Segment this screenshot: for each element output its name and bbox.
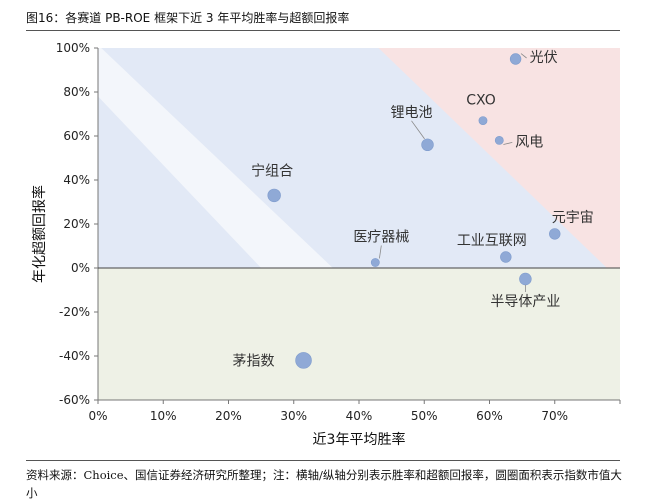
- region-upper-right: [378, 48, 620, 268]
- source-divider: [26, 460, 620, 461]
- x-tick-label: 0%: [88, 409, 107, 423]
- data-label: 光伏: [530, 50, 558, 66]
- x-tick-label: 40%: [346, 409, 373, 423]
- data-label: 元宇宙: [552, 210, 594, 226]
- data-point: [421, 138, 434, 152]
- leader-line: [411, 120, 425, 140]
- data-point: [370, 258, 380, 267]
- data-label: 锂电池: [391, 105, 433, 121]
- data-point: [519, 272, 532, 286]
- x-tick-label: 50%: [411, 409, 438, 423]
- data-point: [509, 53, 522, 65]
- data-point: [295, 352, 312, 369]
- y-tick-label: 40%: [63, 173, 90, 187]
- x-tick-label: 60%: [476, 409, 503, 423]
- region-upper-left-light: [98, 48, 333, 268]
- y-tick-label: 80%: [63, 85, 90, 99]
- data-label: 医疗器械: [353, 230, 409, 246]
- scatter-chart: 0% 10% 20% 30% 40% 50% 60% 70% 100% 80% 60% 40% 20% 0…: [31, 41, 621, 448]
- data-point: [267, 188, 281, 203]
- y-tick-label: -20%: [59, 305, 90, 319]
- title-divider: [26, 30, 620, 31]
- y-tick-label: 20%: [63, 217, 90, 231]
- x-tick-label: 70%: [541, 409, 568, 423]
- data-point: [494, 135, 504, 145]
- y-axis-label: 年化超额回报率: [31, 185, 48, 283]
- y-tick-label: 0%: [71, 261, 90, 275]
- y-tick-label: 100%: [56, 41, 90, 55]
- leader-line: [520, 53, 527, 59]
- data-label: 茅指数: [233, 353, 275, 369]
- x-tick-label: 30%: [280, 409, 307, 423]
- data-label: 工业互联网: [457, 233, 527, 249]
- data-label: 宁组合: [251, 162, 293, 179]
- data-label: 风电: [515, 134, 543, 150]
- region-lower: [98, 268, 620, 400]
- x-tick-label: 20%: [215, 409, 242, 423]
- data-point: [500, 251, 512, 263]
- x-tick-label: 10%: [150, 409, 177, 423]
- chart-title: 图16：各赛道 PB-ROE 框架下近 3 年平均胜率与超额回报率: [26, 11, 350, 25]
- data-label: 半导体产业: [490, 294, 560, 310]
- source-note: 资料来源：Choice、国信证券经济研究所整理；注：横轴/纵轴分别表示胜率和超额…: [26, 468, 622, 500]
- data-label: CXO: [466, 93, 496, 109]
- leader-line: [503, 142, 513, 145]
- y-tick-label: 60%: [63, 129, 90, 143]
- x-axis-label: 近3年平均胜率: [313, 431, 406, 448]
- data-point: [549, 228, 561, 240]
- y-tick-label: -40%: [59, 349, 90, 363]
- y-tick-label: -60%: [59, 393, 90, 407]
- leader-line: [379, 245, 382, 259]
- data-point: [478, 116, 488, 126]
